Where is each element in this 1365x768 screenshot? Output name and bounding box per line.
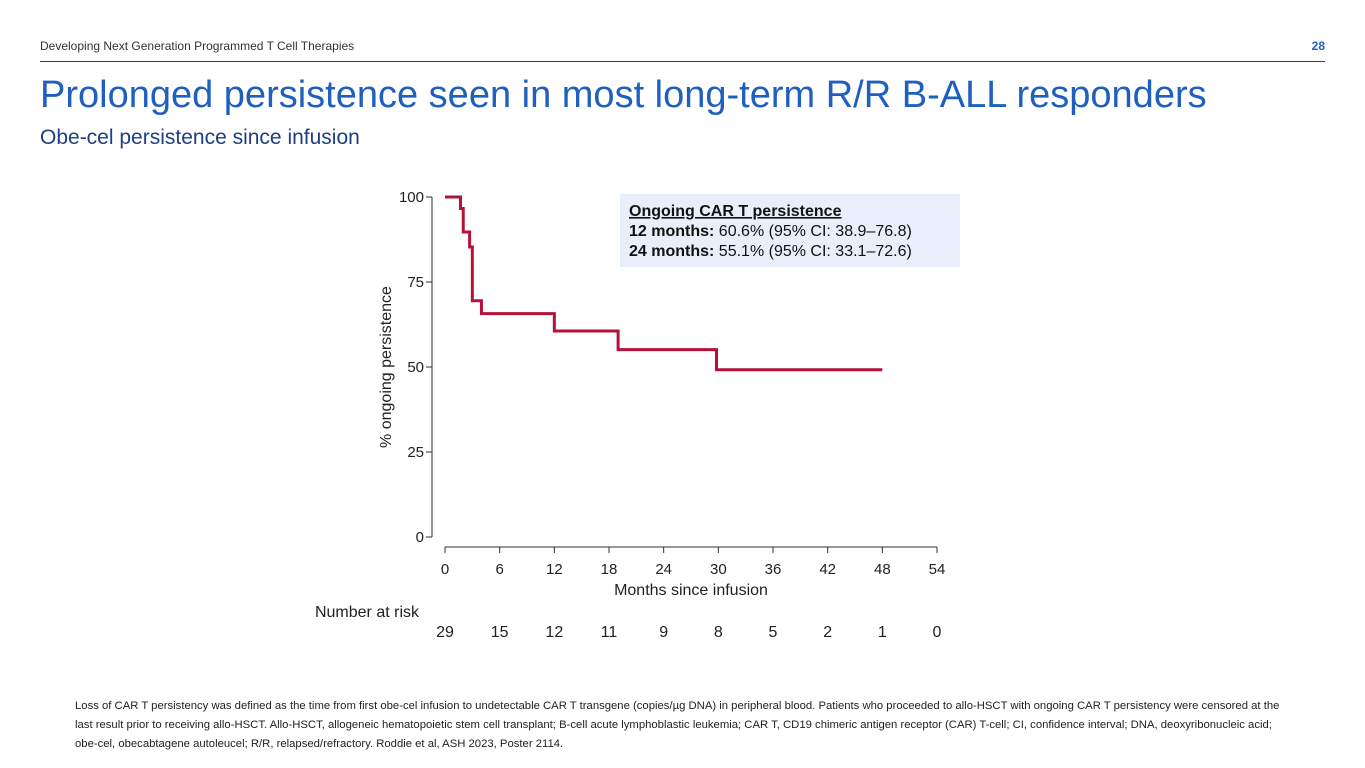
risk-count: 9 (659, 624, 668, 641)
risk-count: 12 (545, 624, 563, 641)
x-tick-label: 12 (546, 561, 563, 578)
callout-box (620, 194, 960, 267)
risk-count: 0 (933, 624, 942, 641)
x-tick-label: 42 (819, 561, 836, 578)
y-tick-label: 50 (407, 359, 424, 376)
risk-count: 2 (823, 624, 832, 641)
x-tick-label: 30 (710, 561, 727, 578)
callout-row: 24 months: 55.1% (95% CI: 33.1–72.6) (629, 243, 912, 260)
callout-row: 12 months: 60.6% (95% CI: 38.9–76.8) (629, 223, 912, 240)
y-tick-label: 25 (407, 444, 424, 461)
km-curve (445, 195, 883, 372)
callout-row-value: 60.6% (95% CI: 38.9–76.8) (719, 223, 912, 240)
page-title: Prolonged persistence seen in most long-… (40, 74, 1207, 116)
header-text: Developing Next Generation Programmed T … (40, 39, 355, 53)
y-tick-label: 75 (407, 274, 424, 291)
y-axis-title: % ongoing persistence (378, 286, 395, 448)
callout-row-value: 55.1% (95% CI: 33.1–72.6) (719, 243, 912, 260)
risk-count: 11 (601, 624, 618, 641)
x-tick-label: 6 (495, 561, 503, 578)
x-tick-label: 48 (874, 561, 891, 578)
x-tick-label: 18 (601, 561, 618, 578)
x-axis-title: Months since infusion (614, 582, 768, 599)
risk-table-label: Number at risk (315, 604, 420, 621)
callout-row-label: 12 months: (629, 223, 719, 240)
x-tick-label: 54 (929, 561, 946, 578)
page-number: 28 (1311, 39, 1325, 53)
callout-heading: Ongoing CAR T persistence (629, 203, 842, 220)
header-divider (40, 61, 1325, 62)
x-tick-label: 36 (765, 561, 782, 578)
risk-count: 8 (714, 624, 723, 641)
page-subtitle: Obe-cel persistence since infusion (40, 126, 360, 149)
risk-count: 29 (436, 624, 454, 641)
risk-count: 1 (878, 624, 887, 641)
risk-count: 5 (769, 624, 778, 641)
y-tick-label: 0 (416, 529, 424, 546)
x-tick-label: 24 (655, 561, 672, 578)
x-tick-label: 0 (441, 561, 449, 578)
y-tick-label: 100 (399, 189, 424, 206)
risk-count: 15 (491, 624, 509, 641)
footnote: Loss of CAR T persistency was defined as… (75, 700, 1280, 750)
callout-row-label: 24 months: (629, 243, 719, 260)
